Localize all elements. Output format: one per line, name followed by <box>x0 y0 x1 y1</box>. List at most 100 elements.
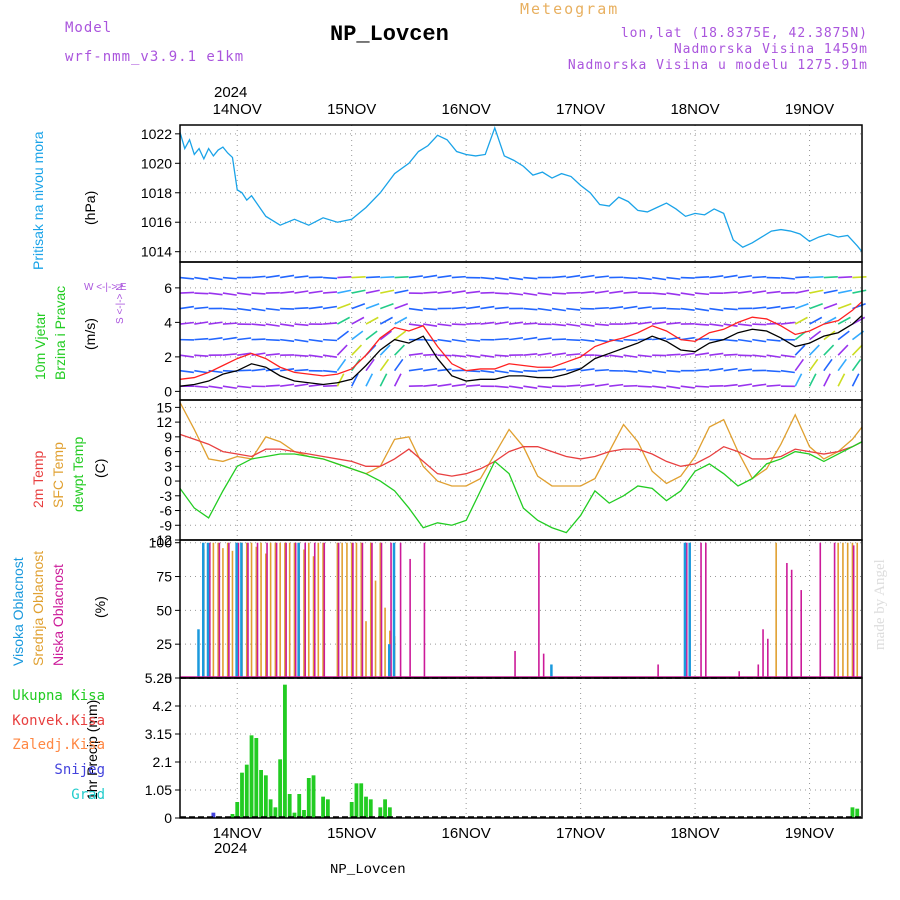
wind-barb <box>294 338 309 343</box>
wind-barb <box>666 353 681 356</box>
precip-bar <box>268 799 273 818</box>
wind-barb <box>551 275 567 279</box>
x-tick-label-bottom: 19NOV <box>785 825 834 842</box>
wind-barb <box>179 276 195 280</box>
wind-barb <box>394 330 407 341</box>
precip-bar <box>855 808 860 818</box>
wind-barb <box>179 321 195 325</box>
wind-barb <box>766 290 781 294</box>
wind-barb <box>280 338 295 343</box>
wind-barb <box>222 385 237 390</box>
y-tick-label: 1018 <box>141 185 172 201</box>
wind-barb <box>723 323 738 327</box>
wind-barb <box>594 368 609 372</box>
precip-bar <box>306 778 311 818</box>
model-name: wrf-nmm_v3.9.1 e1km <box>65 49 245 65</box>
wind-barb <box>695 385 710 388</box>
wind-barb <box>752 323 767 326</box>
wind-barb <box>423 383 438 387</box>
wind-barb <box>308 354 323 358</box>
wind-barb <box>594 306 609 310</box>
x-tick-label-top: 15NOV <box>327 101 376 118</box>
wind-barb <box>379 358 390 372</box>
station-title: NP_Lovcen <box>330 22 449 47</box>
x-tick-label-top: 18NOV <box>670 101 719 118</box>
y-tick-label: 4 <box>164 314 172 330</box>
meteogram-label: Meteogram <box>520 0 620 18</box>
wind-barb <box>580 368 595 372</box>
wind-barb <box>337 303 351 310</box>
wind-barb <box>609 383 624 387</box>
wind-barb <box>494 337 509 341</box>
wind-barb <box>194 385 209 389</box>
wind-barb <box>637 385 652 388</box>
wind-barb <box>609 338 624 343</box>
wind-barb <box>294 307 309 310</box>
precip-bar <box>244 764 249 818</box>
wind-barb <box>551 323 567 327</box>
wind-barb <box>766 369 781 373</box>
wind-barb <box>852 276 867 279</box>
wind-barb <box>794 303 809 310</box>
y-tick-label: 0 <box>164 810 172 826</box>
wind-barb <box>580 383 595 387</box>
wind-barb <box>251 323 266 327</box>
wind-barb <box>437 338 452 343</box>
wind-barb <box>294 368 309 372</box>
y-tick-label: -3 <box>160 488 173 504</box>
x-tick-label-top: 14NOV <box>213 101 262 118</box>
wind-barb <box>695 292 710 296</box>
wind-barb <box>523 292 538 296</box>
y-tick-label: 12 <box>156 414 172 430</box>
wind-barb <box>265 367 280 372</box>
wind-barb <box>623 354 638 359</box>
wind-barb <box>265 323 280 327</box>
wind-barb <box>394 289 409 294</box>
wind-barb <box>265 274 280 279</box>
wind-barb <box>752 354 767 358</box>
wind-barb <box>337 316 351 325</box>
wind-barb <box>451 354 466 358</box>
wind-barb <box>851 373 860 387</box>
precip-bar <box>283 684 287 818</box>
precip-bar <box>378 807 383 818</box>
wind-barb <box>752 383 767 387</box>
wind-barb <box>466 305 481 310</box>
wind-barb <box>709 323 724 327</box>
wind-barb <box>723 367 738 372</box>
wind-barb <box>623 276 638 280</box>
y-tick-label: -9 <box>160 517 173 533</box>
wind-barb <box>423 367 438 372</box>
wind-barb <box>194 354 209 358</box>
precip-bar <box>354 783 359 818</box>
panel-frame <box>179 124 863 263</box>
wind-barb <box>265 384 280 387</box>
wind-barb <box>494 276 509 281</box>
precip-bar <box>383 799 387 818</box>
wind-barb <box>737 368 753 372</box>
wind-barb <box>609 306 624 310</box>
year-label-top: 2024 <box>214 84 248 101</box>
wind-barb <box>480 369 495 374</box>
y-tick-label: 0 <box>164 383 172 399</box>
wind-barb <box>809 289 824 294</box>
wind-barb <box>451 306 466 310</box>
wind-barb <box>723 383 738 387</box>
wind-barb <box>508 321 524 325</box>
wind-barb <box>251 338 266 341</box>
wind-barb <box>423 323 438 327</box>
wind-barb <box>237 292 252 296</box>
wind-barb <box>794 373 803 387</box>
wind-barb <box>294 383 309 387</box>
precip-legend-freezing: Zaledj.Kisa <box>12 737 105 753</box>
wind-barb <box>666 276 681 280</box>
model-elevation-label: Nadmorska Visina u modelu 1275.91m <box>567 58 868 73</box>
wind-barb <box>351 289 366 294</box>
y-tick-label: 75 <box>156 569 172 585</box>
wind-barb <box>580 274 595 279</box>
wind-barb <box>652 369 667 374</box>
wind-barb <box>752 338 767 343</box>
wind-barb <box>308 306 323 310</box>
precip-bar <box>230 814 235 818</box>
wind-barb <box>394 303 409 310</box>
